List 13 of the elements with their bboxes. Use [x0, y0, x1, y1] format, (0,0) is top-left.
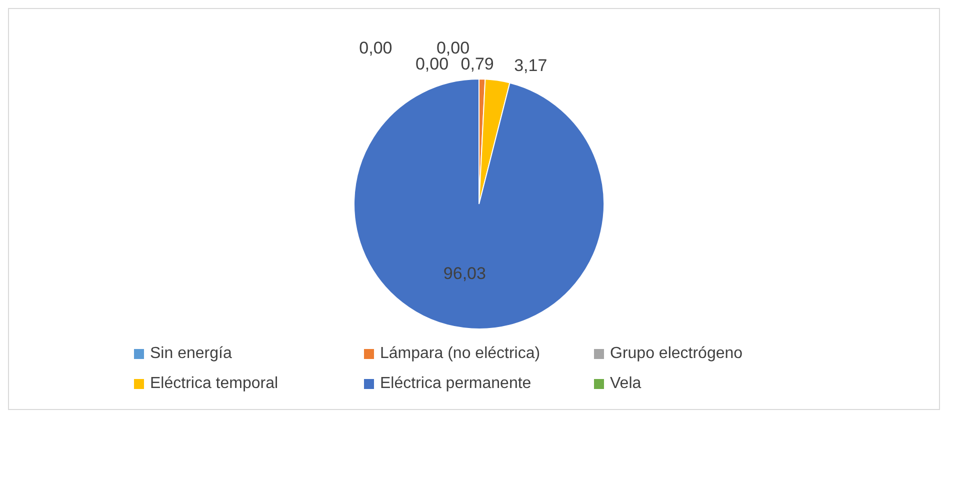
legend-label: Grupo electrógeno [610, 345, 743, 363]
legend-label: Eléctrica temporal [150, 375, 278, 393]
legend-label: Lámpara (no eléctrica) [380, 345, 540, 363]
legend-label: Vela [610, 375, 642, 393]
legend-label: Eléctrica permanente [380, 375, 532, 393]
data-label: 96,03 [443, 264, 486, 283]
data-label: 0,79 [460, 54, 494, 74]
data-label: 3,17 [514, 56, 548, 75]
pie-slice [354, 78, 604, 330]
text: 0,00 [359, 38, 392, 58]
legend-label: Sin energía [150, 345, 232, 363]
text: 0,00 [415, 54, 449, 74]
text: 0,00 [436, 38, 470, 58]
